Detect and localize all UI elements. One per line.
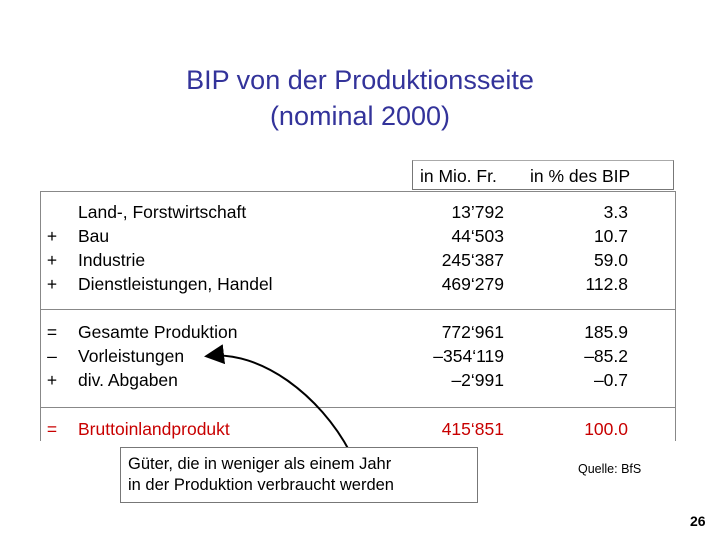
row-operator: +	[46, 226, 58, 246]
row-value-mio: 44‘503	[451, 226, 504, 246]
column-header-box: in Mio. Fr. in % des BIP	[412, 160, 674, 190]
row-value-pct: 3.3	[603, 202, 628, 222]
row-value-pct: 10.7	[593, 226, 628, 246]
row-value-mio: 415‘851	[441, 419, 504, 439]
row-value-mio: 245‘387	[441, 250, 504, 270]
table-row: + Industrie 245‘387 59.0	[0, 248, 720, 272]
row-label: Dienstleistungen, Handel	[78, 274, 273, 294]
row-value-mio: 772‘961	[441, 322, 504, 342]
row-value-mio: 13’792	[451, 202, 504, 222]
row-operator: =	[46, 322, 58, 342]
table-row: = Gesamte Produktion 772‘961 185.9	[0, 320, 720, 344]
row-label: Vorleistungen	[78, 346, 185, 366]
page-number: 26	[690, 513, 706, 529]
row-value-mio: –354‘119	[433, 346, 504, 366]
row-operator: +	[46, 370, 58, 390]
table-row: + div. Abgaben –2‘991 –0.7	[0, 368, 720, 392]
title-line-2: (nominal 2000)	[269, 101, 451, 131]
row-value-pct: –85.2	[584, 346, 628, 366]
table-row: Land-, Forstwirtschaft 13’792 3.3	[0, 200, 720, 224]
row-value-pct: 59.0	[593, 250, 628, 270]
row-value-mio: –2‘991	[451, 370, 504, 390]
row-operator: +	[46, 250, 58, 270]
row-value-pct: 100.0	[584, 419, 628, 439]
table-row-total: = Bruttoinlandprodukt 415‘851 100.0	[0, 417, 720, 441]
source-label: Quelle: BfS	[578, 462, 642, 476]
table-divider-1	[40, 309, 676, 310]
slide-title: BIP von der Produktionsseite (nominal 20…	[0, 62, 720, 134]
table-divider-2	[40, 407, 676, 408]
row-label: Bau	[78, 226, 110, 246]
table-right-line	[675, 191, 676, 441]
row-value-pct: 112.8	[585, 274, 629, 294]
table-left-line	[40, 191, 41, 441]
annotation-note: Güter, die in weniger als einem Jahr in …	[120, 447, 478, 503]
column-header-mio-fr: in Mio. Fr.	[420, 166, 497, 186]
note-line-1: Güter, die in weniger als einem Jahr	[128, 455, 392, 473]
row-label: div. Abgaben	[78, 370, 178, 390]
row-operator: =	[46, 419, 58, 439]
column-header-pct-bip: in % des BIP	[530, 166, 631, 186]
table-row: + Bau 44‘503 10.7	[0, 224, 720, 248]
row-operator: +	[46, 274, 58, 294]
table-row: + Dienstleistungen, Handel 469‘279 112.8	[0, 272, 720, 296]
row-value-pct: 185.9	[584, 322, 628, 342]
table-top-line	[40, 191, 676, 192]
row-value-pct: –0.7	[593, 370, 628, 390]
table-row: – Vorleistungen –354‘119 –85.2	[0, 344, 720, 368]
note-line-2: in der Produktion verbraucht werden	[128, 476, 394, 494]
row-label: Gesamte Produktion	[78, 322, 238, 342]
title-line-1: BIP von der Produktionsseite	[186, 65, 534, 95]
row-label: Industrie	[78, 250, 146, 270]
row-label: Land-, Forstwirtschaft	[78, 202, 247, 222]
row-value-mio: 469‘279	[441, 274, 504, 294]
row-label: Bruttoinlandprodukt	[78, 419, 230, 439]
row-operator: –	[47, 346, 57, 366]
